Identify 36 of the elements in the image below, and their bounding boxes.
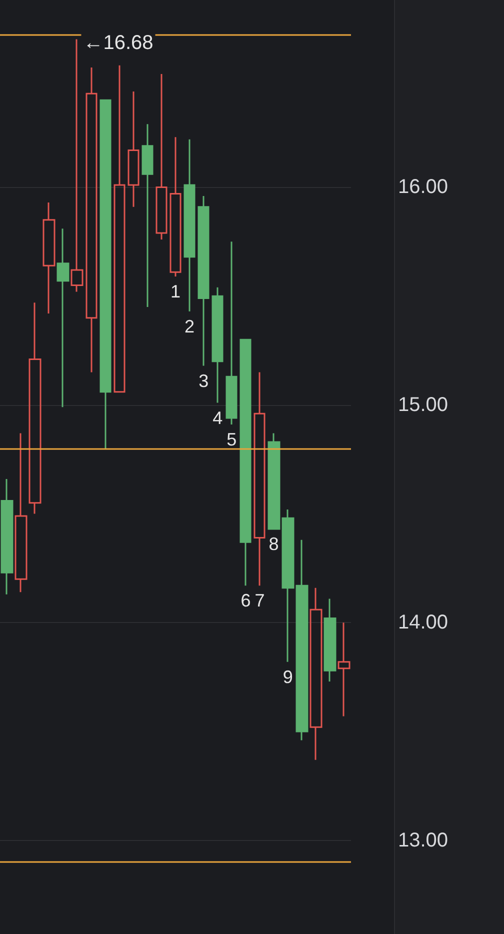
candlestick xyxy=(86,66,98,374)
candlestick xyxy=(114,64,126,393)
text: 3 xyxy=(198,370,209,391)
candlestick xyxy=(156,73,168,240)
annotation: ←16.68 xyxy=(83,32,154,54)
candlestick xyxy=(170,136,182,278)
candlestick xyxy=(28,302,42,515)
candlestick xyxy=(70,38,84,292)
candlestick xyxy=(310,587,322,761)
y-tick-label: 16.00 xyxy=(398,176,448,198)
candlestick xyxy=(338,622,350,718)
candlestick xyxy=(14,432,28,593)
candlestick xyxy=(56,228,70,408)
candlestick xyxy=(324,598,336,682)
text: 1 xyxy=(170,282,181,302)
candlestick xyxy=(226,240,238,426)
candlestick xyxy=(42,202,56,314)
text: 7 xyxy=(254,590,265,611)
candlestick xyxy=(240,338,252,586)
candlestick xyxy=(212,286,224,404)
text: 2 xyxy=(184,316,195,336)
text: 9 xyxy=(282,666,293,687)
candlestick xyxy=(198,195,210,367)
candlestick xyxy=(184,138,196,312)
candlestick xyxy=(254,372,266,586)
candlestick xyxy=(142,123,154,308)
candlestick xyxy=(100,99,112,450)
text: 4 xyxy=(212,408,223,428)
candlestick xyxy=(128,90,140,208)
y-tick-label: 13.00 xyxy=(398,829,448,852)
y-tick-label: 14.00 xyxy=(398,612,448,634)
text: 8 xyxy=(268,534,279,554)
candlestick xyxy=(0,478,14,596)
y-tick-label: 15.00 xyxy=(398,394,448,416)
text: 6 xyxy=(240,590,251,611)
text: 5 xyxy=(226,430,237,450)
